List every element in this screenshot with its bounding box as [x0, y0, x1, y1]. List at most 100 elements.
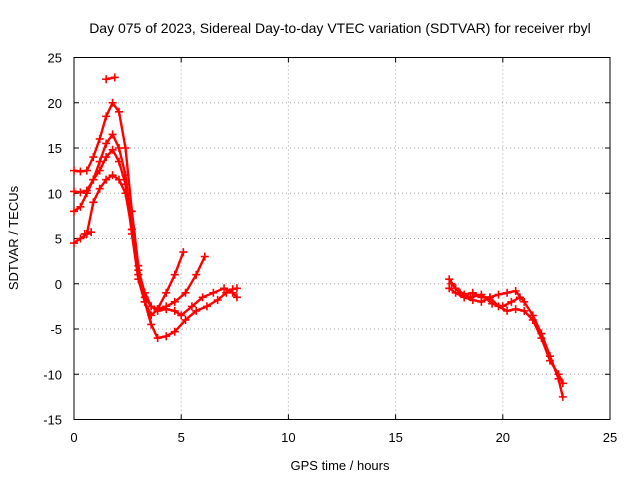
data-point	[162, 288, 171, 297]
data-point	[198, 293, 207, 302]
data-point	[503, 306, 512, 315]
data-point	[494, 290, 503, 299]
data-point	[520, 297, 529, 306]
x-tick-label: 20	[496, 430, 510, 445]
data-point	[89, 153, 98, 162]
data-point	[503, 288, 512, 297]
data-point	[102, 153, 111, 162]
data-point	[515, 293, 524, 302]
data-point	[121, 180, 130, 189]
data-point	[95, 134, 104, 143]
data-point	[228, 288, 237, 297]
data-point	[108, 130, 117, 139]
data-point	[147, 311, 156, 320]
data-point	[102, 175, 111, 184]
series-line	[72, 173, 239, 317]
data-point	[89, 198, 98, 207]
x-axis-label: GPS time / hours	[291, 458, 390, 473]
series-line	[72, 101, 239, 340]
data-point	[76, 234, 85, 243]
data-point	[95, 184, 104, 193]
data-point	[187, 302, 196, 311]
y-axis-label: SDTVAR / TECUs	[6, 185, 21, 290]
data-point	[127, 225, 136, 234]
data-point	[468, 288, 477, 297]
data-point	[558, 392, 567, 401]
data-point	[102, 112, 111, 121]
data-point	[89, 175, 98, 184]
data-point	[80, 229, 89, 238]
data-point	[115, 175, 124, 184]
data-point	[115, 107, 124, 116]
data-point	[108, 171, 117, 180]
data-point	[70, 187, 78, 196]
series-track-3	[70, 145, 209, 320]
data-point	[498, 302, 507, 311]
data-point	[170, 327, 179, 336]
data-point	[537, 334, 546, 343]
y-tick-label: -5	[50, 322, 62, 337]
grid	[74, 57, 610, 420]
data-point	[140, 297, 149, 306]
data-point	[485, 293, 494, 302]
y-tick-label: 20	[48, 96, 62, 111]
data-point	[102, 75, 111, 84]
data-point	[545, 356, 554, 365]
series-track-1	[70, 98, 241, 343]
data-point	[76, 167, 85, 176]
x-tick-label: 10	[281, 430, 295, 445]
y-tick-label: 10	[48, 186, 62, 201]
y-tick-label: -10	[43, 367, 62, 382]
data-point	[445, 275, 454, 284]
data-point	[115, 144, 124, 152]
data-point	[95, 157, 104, 166]
data-point	[108, 98, 117, 107]
data-point	[177, 311, 186, 320]
x-tick-label: 5	[178, 430, 185, 445]
data-point	[488, 299, 497, 308]
data-point	[558, 379, 567, 388]
data-point	[76, 188, 85, 197]
data-point	[466, 293, 475, 302]
series-track-2	[70, 130, 188, 314]
data-point	[70, 207, 78, 216]
data-point	[110, 73, 119, 82]
data-point	[507, 297, 516, 306]
series-track-4	[70, 171, 241, 320]
data-point	[70, 239, 78, 248]
data-point	[232, 293, 241, 302]
data-point	[170, 270, 179, 279]
data-point	[181, 315, 190, 324]
data-point	[162, 305, 171, 314]
data-point	[192, 270, 201, 279]
data-point	[134, 266, 143, 275]
data-point	[147, 302, 156, 311]
data-point	[209, 288, 218, 297]
data-point	[147, 320, 156, 329]
data-point	[520, 306, 529, 315]
data-point	[102, 139, 111, 148]
data-point	[153, 334, 162, 343]
data-point	[153, 306, 162, 315]
data-point	[95, 166, 104, 175]
data-point	[232, 284, 241, 293]
data-point	[82, 166, 91, 175]
data-point	[202, 302, 211, 311]
data-point	[200, 252, 209, 261]
x-axis-ticks: 0 5 10 15 20 25	[70, 57, 617, 445]
data-point	[445, 284, 454, 293]
data-series	[70, 73, 567, 401]
data-point	[554, 370, 563, 379]
chart-title: Day 075 of 2023, Sidereal Day-to-day VTE…	[89, 20, 591, 36]
data-point	[511, 286, 520, 295]
data-point	[140, 288, 149, 297]
data-point	[477, 290, 486, 299]
data-point	[181, 288, 190, 297]
data-point	[82, 189, 91, 198]
series-track-5	[80, 228, 96, 238]
y-tick-label: -15	[43, 413, 62, 428]
x-tick-label: 25	[603, 430, 617, 445]
data-point	[179, 248, 188, 257]
data-point	[70, 166, 78, 175]
